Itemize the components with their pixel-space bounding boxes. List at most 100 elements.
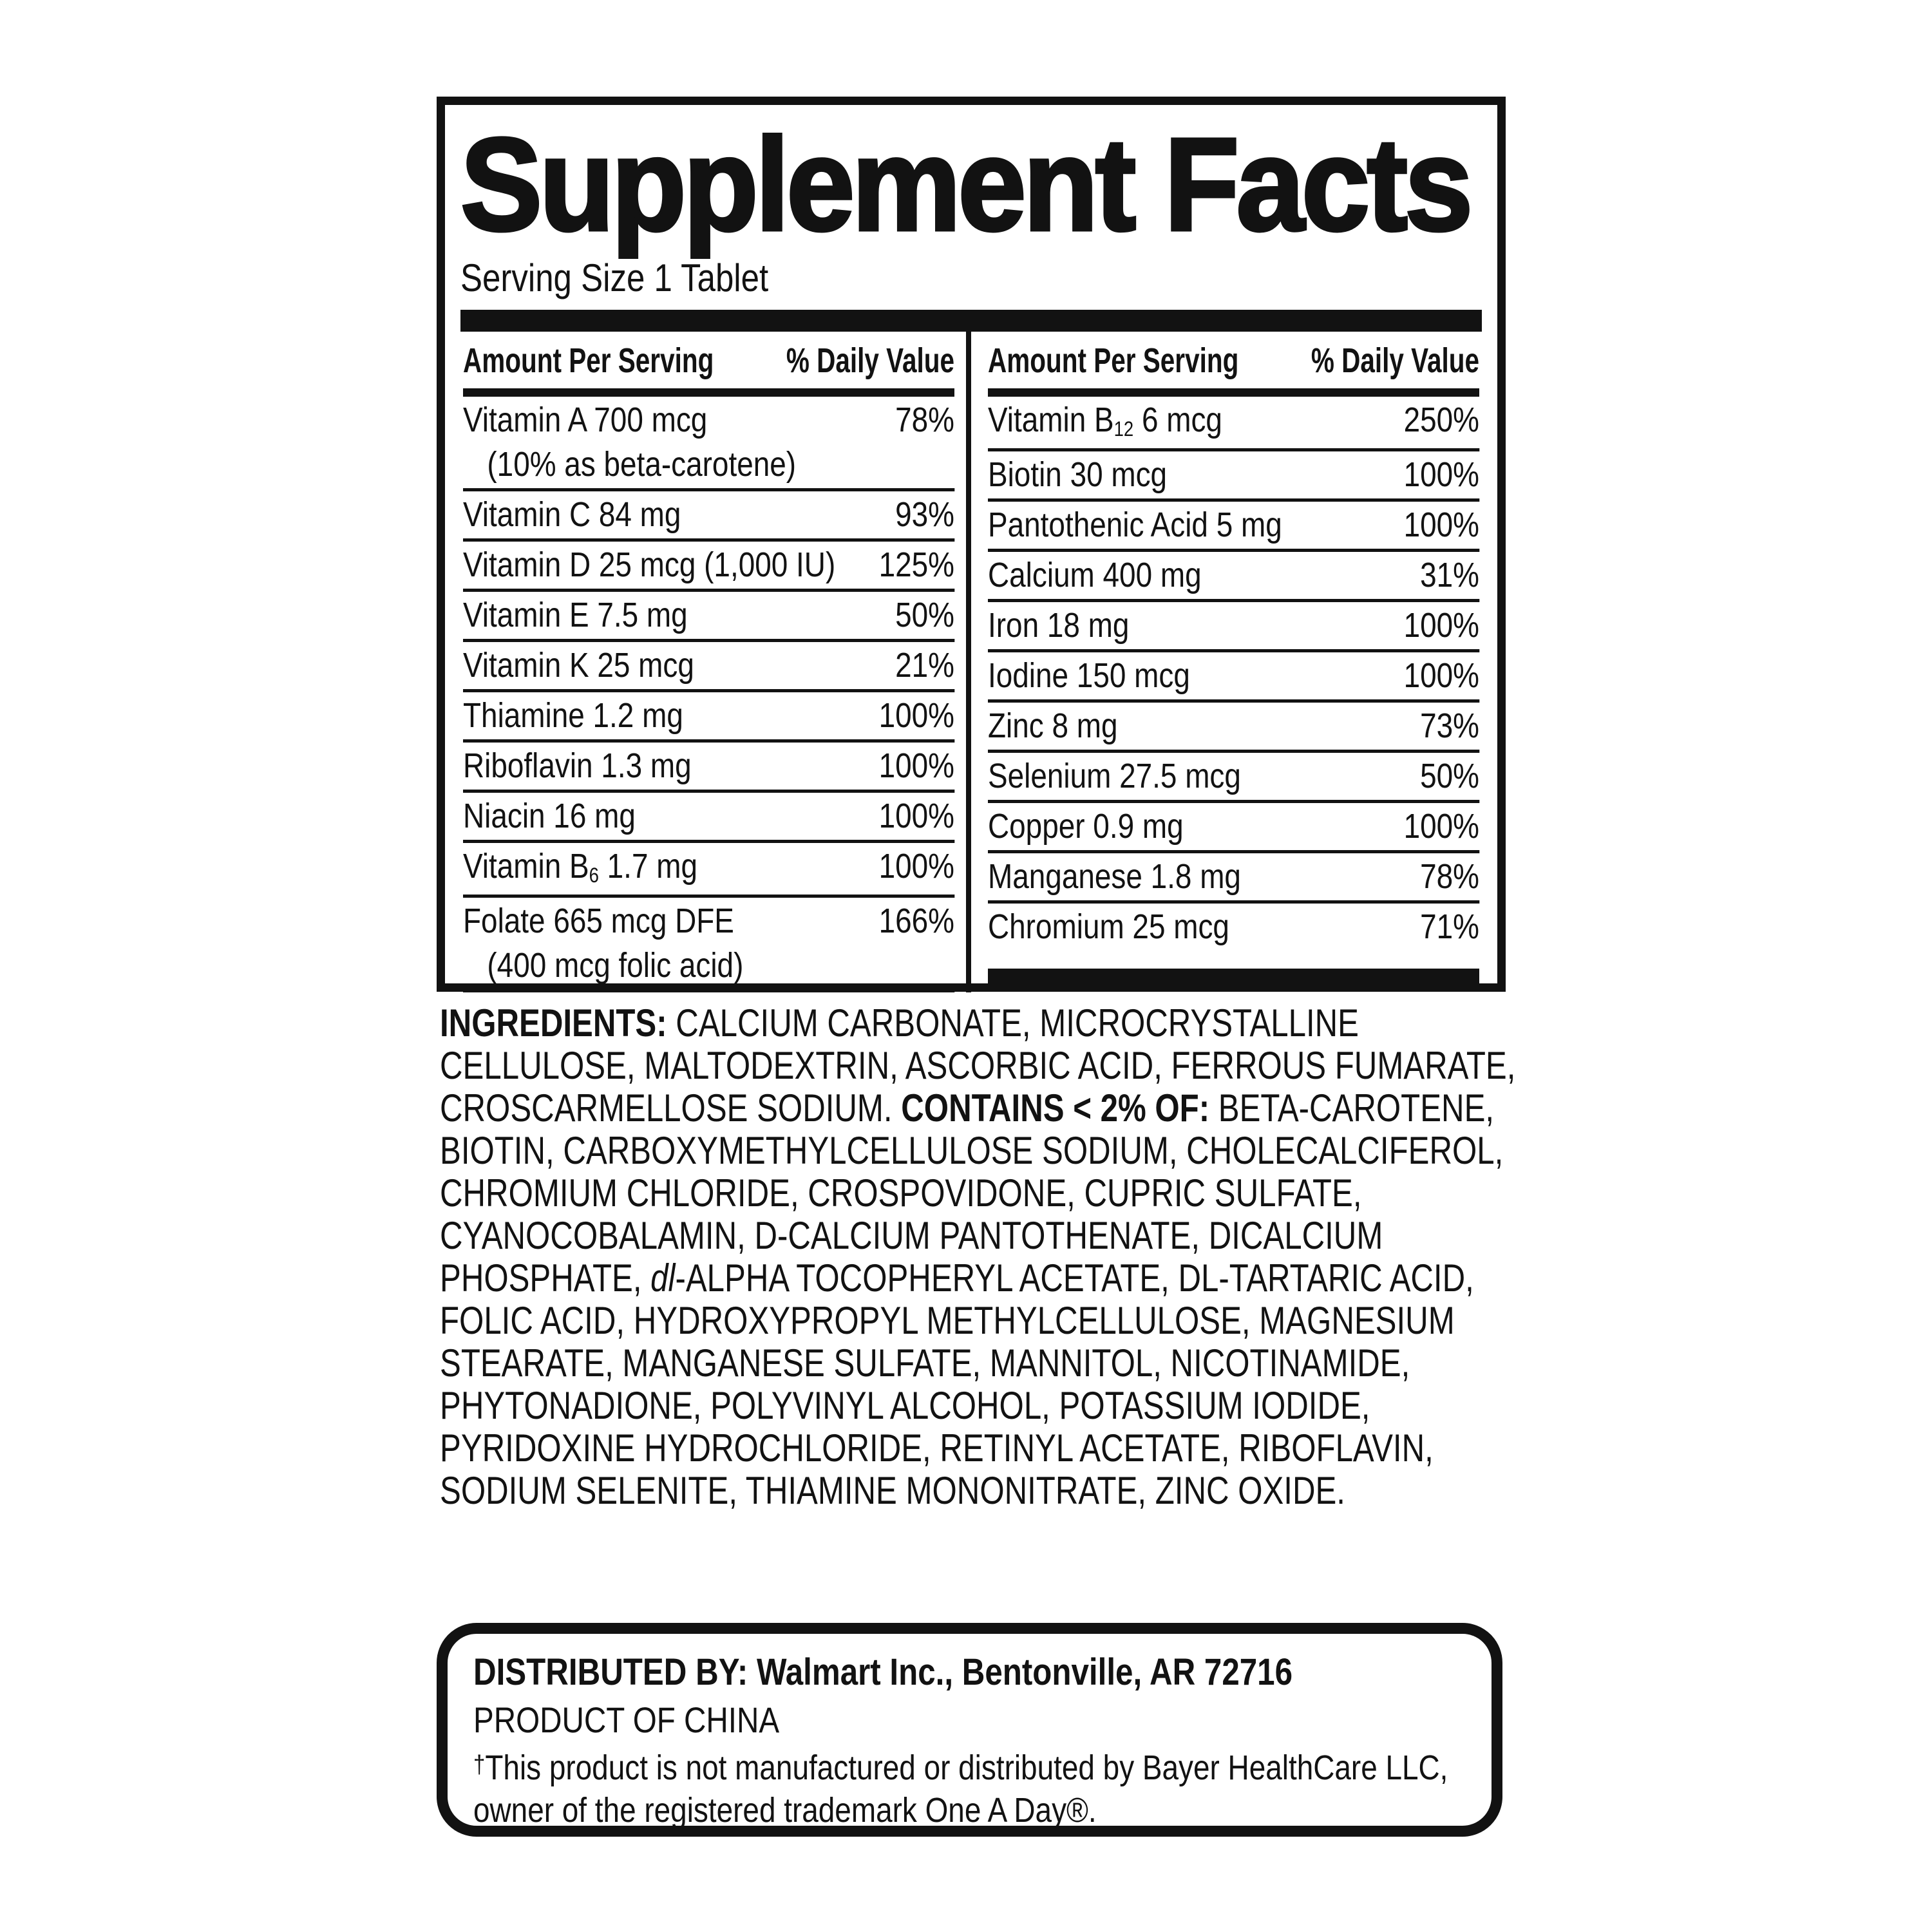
text-segment: Folate 665 mcg DFE: [463, 902, 734, 940]
nutrient-name-text: Iron 18 mg: [988, 603, 1129, 648]
text-segment: Thiamine 1.2 mg: [463, 696, 683, 735]
rows-right: Vitamin B12 6 mcg 250% Biotin 30 mcg 100% Pa…: [988, 397, 1479, 951]
nutrient-name: Vitamin C 84 mg: [463, 493, 681, 537]
nutrient-name-text: Zinc 8 mg: [988, 704, 1118, 748]
nutrient-name-text: Copper 0.9 mg: [988, 804, 1184, 849]
nutrient-name: Vitamin B12 6 mcg: [988, 398, 1222, 447]
bottom-divider-bar: [988, 969, 1479, 992]
daily-value: 71%: [1420, 907, 1479, 946]
nutrient-name-text: Biotin 30 mcg: [988, 453, 1167, 497]
header-percent-daily-value: % Daily Value: [1311, 341, 1479, 380]
text-segment: Copper 0.9 mg: [988, 807, 1184, 846]
nutrient-row: Biotin 30 mcg 100%: [988, 451, 1479, 502]
nutrient-name: Iron 18 mg: [988, 603, 1129, 648]
text-segment: Zinc 8 mg: [988, 706, 1118, 745]
text-segment: CONTAINS < 2% OF:: [901, 1086, 1218, 1130]
disclaimer-line: †This product is not manufactured or dis…: [473, 1748, 1466, 1830]
nutrient-name: Copper 0.9 mg: [988, 804, 1184, 849]
nutrient-row: Chromium 25 mcg 71%: [988, 904, 1479, 951]
text-segment: 12: [1113, 417, 1134, 441]
text-segment: Calcium 400 mg: [988, 556, 1202, 594]
text-segment: 6: [589, 864, 599, 887]
daily-value: 100%: [1403, 506, 1479, 544]
text-segment: Iron 18 mg: [988, 606, 1130, 645]
nutrient-name: Thiamine 1.2 mg: [463, 694, 683, 738]
nutrient-name: Vitamin B6 1.7 mg: [463, 844, 697, 893]
daily-value: 100%: [878, 847, 954, 886]
daily-value: 78%: [895, 401, 954, 439]
text-segment: Vitamin D 25 mcg (1,000 IU): [463, 545, 836, 584]
nutrient-note: (10% as beta-carotene): [487, 445, 797, 484]
nutrient-row: Riboflavin 1.3 mg 100%: [463, 743, 954, 793]
nutrient-name-text: Vitamin C 84 mg: [463, 493, 681, 537]
nutrient-name: Selenium 27.5 mcg: [988, 754, 1241, 799]
text-segment: Biotin 30 mcg: [988, 455, 1168, 494]
text-segment: CALCIUM CARBONATE, MICROCRYSTALLINE CELL…: [440, 1001, 1516, 1130]
panel-title: Supplement Facts: [459, 111, 1475, 258]
product-origin-line: PRODUCT OF CHINA: [473, 1700, 780, 1740]
text-segment: -ALPHA TOCOPHERYL ACETATE, DL-TARTARIC A…: [440, 1256, 1474, 1512]
nutrient-row: Vitamin E 7.5 mg 50%: [463, 592, 954, 642]
nutrient-row: Vitamin B12 6 mcg 250%: [988, 397, 1479, 451]
text-segment: Iodine 150 mcg: [988, 656, 1190, 695]
nutrient-name-text: Pantothenic Acid 5 mg: [988, 503, 1282, 547]
nutrient-name-text: Manganese 1.8 mg: [988, 855, 1241, 899]
daily-value: 78%: [1420, 857, 1479, 896]
daily-value: 100%: [878, 797, 954, 835]
nutrient-note: (400 mcg folic acid): [487, 946, 744, 985]
nutrient-name-text: Niacin 16 mg: [463, 794, 636, 838]
text-segment: Chromium 25 mcg: [988, 907, 1229, 946]
text-segment: Riboflavin 1.3 mg: [463, 746, 692, 785]
text-segment: INGREDIENTS:: [440, 1001, 676, 1045]
nutrient-name: Calcium 400 mg: [988, 553, 1202, 598]
header-amount-per-serving: Amount Per Serving: [988, 341, 1239, 380]
nutrient-name-text: Folate 665 mcg DFE: [463, 899, 743, 943]
daily-value: 100%: [878, 746, 954, 785]
rows-left: Vitamin A 700 mcg (10% as beta-carotene) 7…: [463, 397, 954, 992]
daily-value: 100%: [1403, 455, 1479, 494]
daily-value: 100%: [1403, 656, 1479, 695]
nutrient-name: Vitamin D 25 mcg (1,000 IU): [463, 543, 835, 587]
nutrient-row: Vitamin D 25 mcg (1,000 IU) 125%: [463, 542, 954, 592]
daily-value: 166%: [878, 902, 954, 940]
text-segment: Vitamin B: [463, 847, 589, 886]
nutrient-row: Niacin 16 mg 100%: [463, 793, 954, 843]
daily-value: 250%: [1403, 401, 1479, 439]
nutrient-table: Amount Per Serving % Daily Value Vitamin…: [460, 332, 1482, 992]
nutrient-name: Manganese 1.8 mg: [988, 855, 1241, 899]
nutrient-name-text: Vitamin E 7.5 mg: [463, 593, 688, 638]
nutrient-row: Vitamin C 84 mg 93%: [463, 491, 954, 542]
daily-value: 50%: [895, 596, 954, 634]
text-segment: Manganese 1.8 mg: [988, 857, 1241, 896]
daily-value: 100%: [1403, 807, 1479, 846]
nutrient-name: Vitamin A 700 mcg (10% as beta-carotene): [463, 398, 796, 487]
nutrient-row: Copper 0.9 mg 100%: [988, 803, 1479, 853]
text-segment: Niacin 16 mg: [463, 797, 636, 835]
nutrient-name-text: Vitamin B12 6 mcg: [988, 398, 1222, 447]
text-segment: Vitamin E 7.5 mg: [463, 596, 688, 634]
nutrient-name-text: Calcium 400 mg: [988, 553, 1202, 598]
nutrient-row: Zinc 8 mg 73%: [988, 703, 1479, 753]
nutrient-row: Vitamin K 25 mcg 21%: [463, 642, 954, 692]
text-segment: Vitamin K 25 mcg: [463, 646, 694, 685]
nutrient-name-text: Chromium 25 mcg: [988, 905, 1229, 949]
daily-value: 93%: [895, 495, 954, 534]
text-segment: BETA-CAROTENE, BIOTIN, CARBOXYMETHYLCELL…: [440, 1086, 1504, 1300]
text-segment: Selenium 27.5 mcg: [988, 757, 1241, 795]
nutrient-row: Vitamin A 700 mcg (10% as beta-carotene) 7…: [463, 397, 954, 491]
nutrient-row: Thiamine 1.2 mg 100%: [463, 692, 954, 743]
column-header-right: Amount Per Serving % Daily Value: [988, 332, 1479, 388]
nutrient-name: Vitamin K 25 mcg: [463, 643, 694, 688]
text-segment: This product is not manufactured or dist…: [473, 1748, 1448, 1830]
daily-value: 100%: [1403, 606, 1479, 645]
nutrient-name: Riboflavin 1.3 mg: [463, 744, 692, 788]
nutrient-name-text: Selenium 27.5 mcg: [988, 754, 1241, 799]
column-header-left: Amount Per Serving % Daily Value: [463, 332, 954, 388]
nutrient-row: Calcium 400 mg 31%: [988, 552, 1479, 602]
nutrient-column-right: Amount Per Serving % Daily Value Vitamin…: [966, 332, 1482, 992]
nutrient-column-left: Amount Per Serving % Daily Value Vitamin…: [460, 332, 966, 992]
nutrient-name-text: Iodine 150 mcg: [988, 654, 1190, 698]
text-segment: 1.7 mg: [598, 847, 697, 886]
nutrient-row: Vitamin B6 1.7 mg 100%: [463, 843, 954, 898]
